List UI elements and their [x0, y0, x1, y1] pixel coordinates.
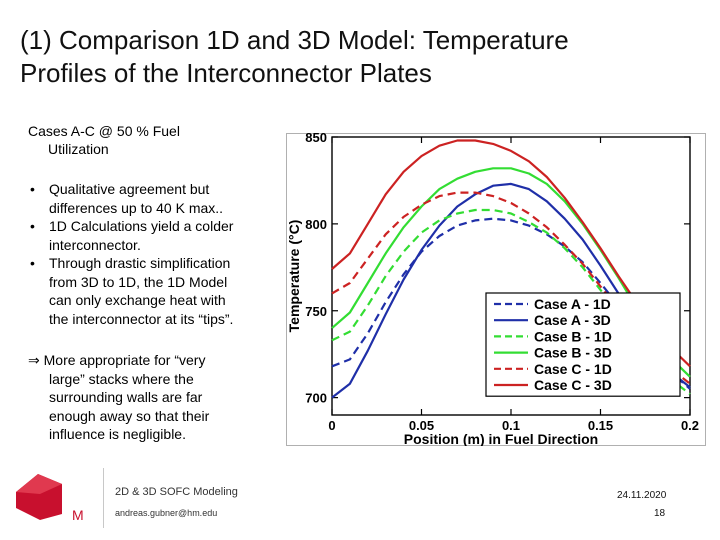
- bullet-line: differences up to 40 K max..: [49, 199, 224, 216]
- bullet-list: • Qualitative agreement but differences …: [28, 180, 278, 328]
- conclusion-line: surrounding walls are far: [49, 389, 203, 405]
- chart-outer-frame: [286, 133, 706, 446]
- y-axis-label: Temperature (°C): [286, 220, 302, 333]
- footer-email: andreas.gubner@hm.edu: [115, 508, 218, 518]
- page-number: 18: [654, 508, 666, 519]
- conclusion-line: large” stacks where the: [49, 370, 194, 387]
- footer-date: 24.11.2020: [617, 490, 667, 501]
- x-tick-label: 0.1: [502, 418, 520, 433]
- slide-title-line: (1) Comparison 1D and 3D Model: Temperat…: [20, 25, 569, 55]
- legend-label: Case B - 3D: [534, 345, 612, 361]
- x-tick-label: 0.05: [409, 418, 434, 433]
- legend-label: Case A - 3D: [534, 312, 611, 328]
- legend-label: Case B - 1D: [534, 328, 612, 344]
- bullet-icon: •: [30, 181, 35, 197]
- bullet-icon: •: [30, 255, 35, 271]
- logo-cube-top: [16, 474, 62, 494]
- cases-intro: Cases A-C @ 50 % Fuel Utilization: [28, 122, 278, 158]
- conclusion-line: influence is negligible.: [49, 426, 186, 442]
- y-tick-label: 700: [305, 391, 327, 406]
- y-tick-label: 800: [305, 217, 327, 232]
- logo-letter: M: [72, 507, 84, 522]
- bullet-line: Through drastic simplification: [49, 255, 231, 271]
- conclusion: ⇒ More appropriate for “very large” stac…: [28, 351, 268, 444]
- bullet-line: from 3D to 1D, the 1D Model: [49, 273, 228, 290]
- intro-line: Cases A-C @ 50 % Fuel: [28, 123, 180, 139]
- bullet-icon: •: [30, 218, 35, 234]
- bullet-item: • 1D Calculations yield a colder interco…: [28, 217, 278, 254]
- x-tick-label: 0: [328, 418, 335, 433]
- conclusion-line: enough away so that their: [49, 407, 210, 424]
- legend-label: Case C - 3D: [534, 377, 612, 393]
- y-tick-label: 750: [305, 304, 327, 319]
- temperature-chart: 0 0.05 0.1 0.15 0.2 700 750 800 850 Position (m) …: [286, 130, 706, 447]
- university-logo: M: [12, 462, 92, 523]
- bullet-line: can only exchange heat with: [49, 292, 226, 308]
- bullet-line: 1D Calculations yield a colder: [49, 218, 234, 234]
- x-tick-label: 0.15: [588, 418, 613, 433]
- slide-title-line: Profiles of the Interconnector Plates: [20, 58, 432, 88]
- conclusion-line: More appropriate for “very: [43, 352, 206, 368]
- legend-box: [485, 292, 681, 397]
- legend-label: Case C - 1D: [534, 361, 612, 377]
- bullet-line: interconnector.: [49, 236, 141, 253]
- bullet-line: Qualitative agreement but: [49, 181, 210, 197]
- bullet-item: • Through drastic simplification from 3D…: [28, 254, 278, 328]
- y-tick-label: 850: [305, 133, 327, 145]
- logo-icon: M: [16, 474, 84, 523]
- x-axis-label: Position (m) in Fuel Direction: [404, 431, 598, 446]
- slide-title: (1) Comparison 1D and 3D Model: Temperat…: [20, 24, 700, 90]
- legend-label: Case A - 1D: [534, 296, 611, 312]
- bullet-line: the interconnector at its “tips”.: [49, 310, 234, 327]
- implies-arrow-icon: ⇒: [28, 352, 40, 368]
- x-tick-label: 0.2: [681, 418, 699, 433]
- footer-course-title: 2D & 3D SOFC Modeling: [115, 486, 238, 498]
- bullet-item: • Qualitative agreement but differences …: [28, 180, 278, 217]
- chart-svg: 0 0.05 0.1 0.15 0.2 700 750 800 850 Position (m) …: [286, 130, 706, 447]
- footer-divider: [103, 468, 104, 528]
- intro-line: Utilization: [48, 141, 109, 157]
